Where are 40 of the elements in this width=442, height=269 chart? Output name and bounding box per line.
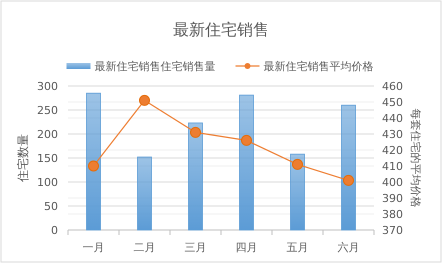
y2-tick-label: 440	[382, 112, 403, 125]
x-tick-label: 一月	[82, 241, 104, 254]
y2-tick-label: 370	[382, 224, 403, 237]
y2-tick-label: 450	[382, 96, 403, 109]
x-tick-label: 四月	[236, 241, 258, 254]
legend-label: 最新住宅销售住宅销售量	[94, 60, 216, 73]
y2-tick-label: 420	[382, 144, 403, 157]
point	[190, 126, 201, 138]
y2-axis-title: 每套住宅的平均价格	[409, 108, 422, 208]
x-tick-label: 二月	[134, 241, 156, 254]
bar	[341, 104, 356, 230]
y2-tick-label: 410	[382, 160, 403, 173]
y-tick-label: 150	[37, 152, 58, 165]
point	[343, 174, 354, 186]
y-axis-title: 住宅数量	[16, 134, 30, 183]
point	[88, 160, 99, 172]
x-tick-label: 三月	[184, 241, 206, 254]
y-tick-label: 300	[37, 80, 58, 93]
bar	[137, 156, 152, 230]
bar	[188, 122, 203, 230]
y-tick-label: 50	[44, 200, 58, 213]
y-tick-label: 0	[51, 224, 58, 237]
y-tick-label: 250	[37, 104, 58, 117]
y2-tick-label: 460	[382, 80, 403, 93]
bar	[290, 154, 305, 230]
bar	[239, 94, 254, 230]
y2-tick-label: 380	[382, 208, 403, 221]
x-tick-label: 六月	[338, 241, 360, 254]
y2-tick-label: 400	[382, 176, 403, 189]
point	[292, 158, 303, 170]
point	[139, 94, 150, 106]
x-tick-label: 五月	[286, 241, 308, 254]
y-tick-label: 200	[37, 128, 58, 141]
bar	[86, 92, 101, 230]
y2-tick-label: 430	[382, 128, 403, 141]
legend-label: 最新住宅销售平均价格	[264, 60, 374, 73]
y-tick-label: 100	[37, 176, 58, 189]
y2-tick-label: 390	[382, 192, 403, 205]
chart-title: 最新住宅销售	[173, 20, 269, 39]
point	[241, 134, 252, 146]
